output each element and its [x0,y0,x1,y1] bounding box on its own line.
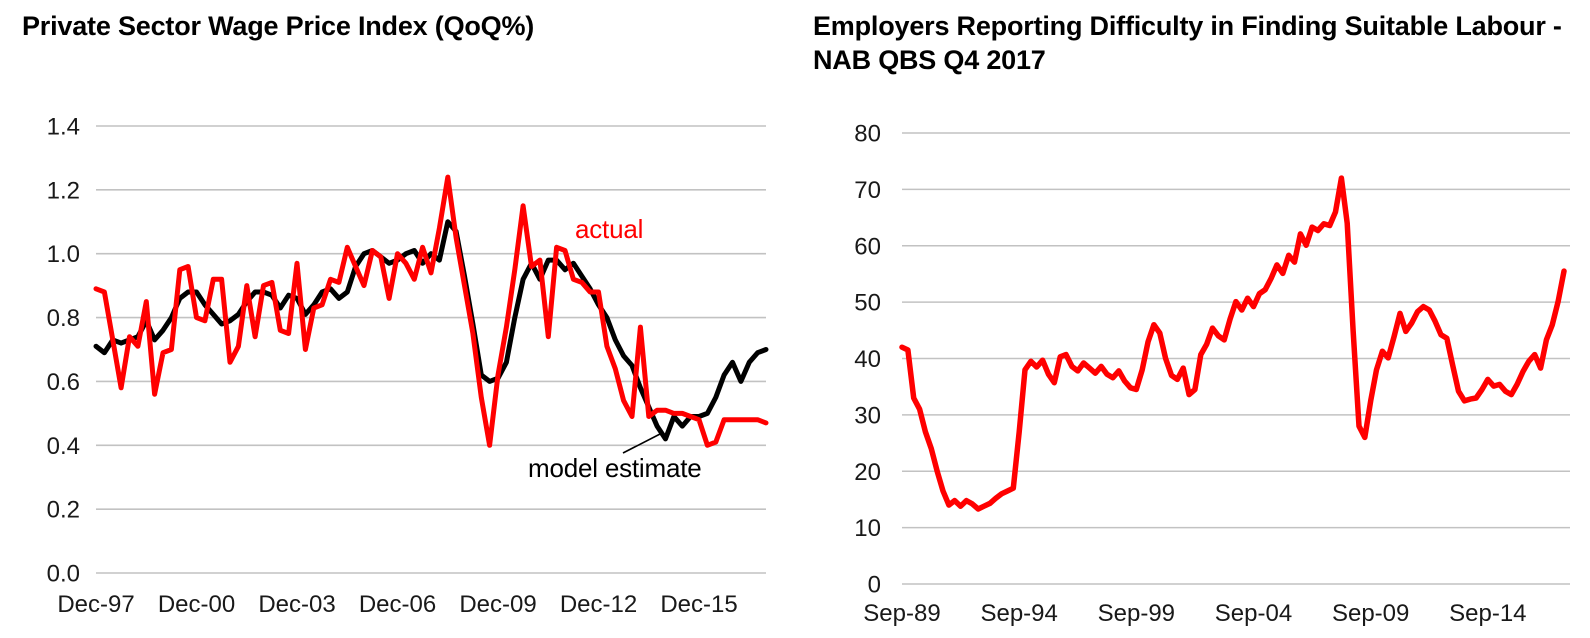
y-axis-tick-label: 0.6 [47,369,80,396]
annotation-callout-line [622,432,663,454]
y-axis-tick-label: 0.2 [47,497,80,524]
y-axis-tick-label: 20 [854,459,881,486]
y-axis-tick-label: 1.0 [47,241,80,268]
x-axis-tick-label: Dec-00 [158,591,235,618]
x-axis-tick-label: Dec-03 [258,591,335,618]
left-chart-title: Private Sector Wage Price Index (QoQ%) [22,11,535,41]
series-line-employers-reporting-difficulty-finding-suitable-labour-(%) [899,175,1567,512]
y-axis-tick-label: 40 [854,346,881,373]
y-axis-tick-label: 80 [854,121,881,148]
y-axis-tick-label: 1.4 [47,114,80,141]
x-axis-tick-label: Sep-04 [1215,600,1292,627]
x-axis-tick-label: Dec-12 [560,591,637,618]
y-axis-tick-label: 10 [854,515,881,542]
y-axis-tick-label: 30 [854,402,881,429]
y-axis-tick-label: 70 [854,177,881,204]
y-axis-tick-label: 0.0 [47,561,80,588]
y-axis-tick-label: 1.2 [47,177,80,204]
series-line-actual [93,174,769,448]
y-axis-tick-label: 0 [868,572,881,599]
y-axis-tick-label: 0.4 [47,433,80,460]
x-axis-tick-label: Dec-09 [459,591,536,618]
wage-price-index-chart-plot: 1.4 1.2 1.0 0.8 0.6 0.4 0.2 0.0 Dec-97 Dec-00 Dec-… [47,114,769,618]
annotation-actual-label: actual [575,214,644,244]
x-axis-tick-label: Dec-06 [359,591,436,618]
y-axis-tick-label: 50 [854,290,881,317]
x-axis-tick-label: Sep-09 [1332,600,1409,627]
right-chart-title: Employers Reporting Difficulty in Findin… [813,11,1562,75]
x-axis-tick-label: Sep-89 [863,600,940,627]
annotation-model-estimate-label: model estimate [528,453,702,483]
x-axis-tick-label: Sep-99 [1098,600,1175,627]
x-axis-tick-label: Dec-97 [57,591,134,618]
y-axis-tick-label: 60 [854,233,881,260]
x-axis-tick-label: Sep-14 [1449,600,1526,627]
y-axis-tick-label: 0.8 [47,305,80,332]
x-axis-tick-label: Dec-15 [660,591,737,618]
x-axis-tick-label: Sep-94 [980,600,1057,627]
